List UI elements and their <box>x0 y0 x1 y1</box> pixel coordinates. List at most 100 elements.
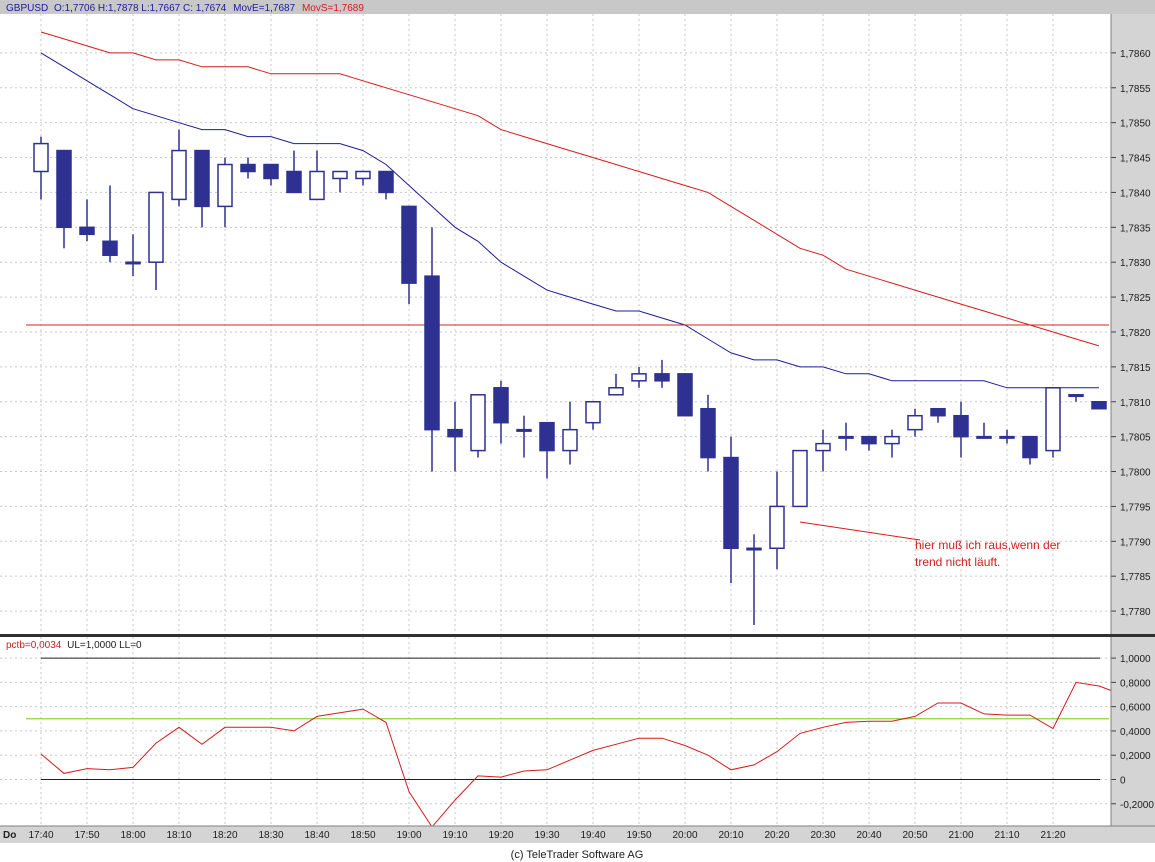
candle <box>539 421 555 479</box>
x-tick-label: 18:30 <box>258 830 283 841</box>
annotation-line-2: trend nicht läuft. <box>915 555 1000 569</box>
candle <box>516 415 532 458</box>
candle <box>355 170 371 186</box>
candle <box>631 366 647 388</box>
y-tick-label: 1,7820 <box>1120 328 1151 339</box>
candle <box>424 227 440 472</box>
candle-body-up <box>585 401 601 424</box>
y-tick-label: 1,7830 <box>1120 258 1151 269</box>
header-bar <box>0 0 1155 14</box>
candle <box>700 394 716 472</box>
candle-body-up <box>907 414 923 431</box>
candle-body-down <box>1091 401 1107 410</box>
x-tick-label: 20:30 <box>810 830 835 841</box>
candle <box>171 129 187 207</box>
y-tick-label: 1,7825 <box>1120 293 1151 304</box>
x-tick-label: 18:50 <box>350 830 375 841</box>
candle <box>769 471 785 570</box>
candle-body-up <box>470 394 486 452</box>
candle <box>447 401 463 472</box>
candle-body-up <box>355 170 371 180</box>
candle <box>470 394 486 458</box>
candle <box>815 429 831 472</box>
candle <box>102 185 118 263</box>
x-tick-label: 19:40 <box>580 830 605 841</box>
x-tick-label: 18:20 <box>212 830 237 841</box>
header-ohlc: GBPUSD O:1,7706 H:1,7878 L:1,7667 C: 1,7… <box>6 3 364 14</box>
candle-body-down <box>539 421 555 452</box>
candle <box>792 449 808 508</box>
candle <box>861 435 877 451</box>
candle <box>746 534 762 626</box>
x-tick-label: 19:10 <box>442 830 467 841</box>
y-tick-label: 1,7860 <box>1120 49 1151 60</box>
x-axis-bg <box>0 826 1155 843</box>
series-line-move <box>40 52 1099 389</box>
x-tick-label: 21:20 <box>1040 830 1065 841</box>
y-tick-label: 1,7850 <box>1120 119 1151 130</box>
candle-body-down <box>493 387 509 424</box>
y-tick-label: 1,7845 <box>1120 154 1151 165</box>
candle-body-down <box>240 163 256 173</box>
y-tick-label: 1,7840 <box>1120 188 1151 199</box>
candle <box>884 429 900 458</box>
x-tick-label: 20:10 <box>718 830 743 841</box>
candle <box>33 136 49 200</box>
candle <box>585 401 601 430</box>
candle-body-down <box>378 170 394 194</box>
candle-body-down <box>1022 435 1038 459</box>
candle-body-up <box>815 442 831 452</box>
candle <box>56 149 72 249</box>
candle-body-down <box>263 163 279 180</box>
candle <box>493 380 509 444</box>
candle <box>217 157 233 228</box>
y-tick-label: 0,6000 <box>1120 703 1151 714</box>
candle-body-down <box>654 373 670 382</box>
y-tick-label: 1,7795 <box>1120 502 1151 513</box>
indicator-y-axis-bg <box>1111 637 1155 826</box>
candle <box>953 401 969 458</box>
y-tick-label: 0,4000 <box>1120 727 1151 738</box>
x-tick-label: 18:10 <box>166 830 191 841</box>
x-tick-label: 21:00 <box>948 830 973 841</box>
y-tick-label: 1,7805 <box>1120 433 1151 444</box>
candle-body-up <box>631 373 647 382</box>
candle-body-up <box>608 387 624 396</box>
candle-body-down <box>286 170 302 194</box>
candle-body-down <box>79 226 95 236</box>
y-tick-label: 1,7800 <box>1120 468 1151 479</box>
main-y-axis-bg <box>1111 14 1155 635</box>
candle-body-up <box>1068 394 1084 398</box>
pane-separator <box>0 634 1155 637</box>
x-tick-label: 17:50 <box>74 830 99 841</box>
annotation-pointer <box>799 521 921 541</box>
y-tick-label: -0,2000 <box>1120 800 1154 811</box>
x-axis: 17:40 17:50 18:00 18:10 18:20 18:30 18:40 18:50… <box>28 830 1065 841</box>
candle <box>654 359 670 388</box>
move-legend: MovE=1,7687 <box>233 3 295 14</box>
y-tick-label: 1,7810 <box>1120 398 1151 409</box>
candle-body-down <box>953 414 969 438</box>
candle <box>148 191 164 291</box>
x-tick-label: 17:40 <box>28 830 53 841</box>
y-tick-label: 1,7785 <box>1120 572 1151 583</box>
candle <box>907 408 923 437</box>
candle <box>309 150 325 201</box>
candle-body-up <box>746 547 762 551</box>
x-tick-label: 21:10 <box>994 830 1019 841</box>
x-tick-label: 20:00 <box>672 830 697 841</box>
candle <box>79 199 95 242</box>
candle <box>1022 435 1038 465</box>
y-tick-label: 1,0000 <box>1120 654 1151 665</box>
candle <box>1068 394 1084 402</box>
candle-body-up <box>884 435 900 445</box>
candle-body-down <box>401 205 417 284</box>
candle-body-up <box>562 428 578 452</box>
y-tick-label: 0,2000 <box>1120 751 1151 762</box>
main-grid <box>0 14 1111 634</box>
candle-body-up <box>309 170 325 201</box>
candle <box>332 170 348 193</box>
candle-body-down <box>677 373 693 417</box>
pctb-legend: pctb=0,0034 <box>6 640 62 651</box>
candle-body-up <box>516 428 532 432</box>
